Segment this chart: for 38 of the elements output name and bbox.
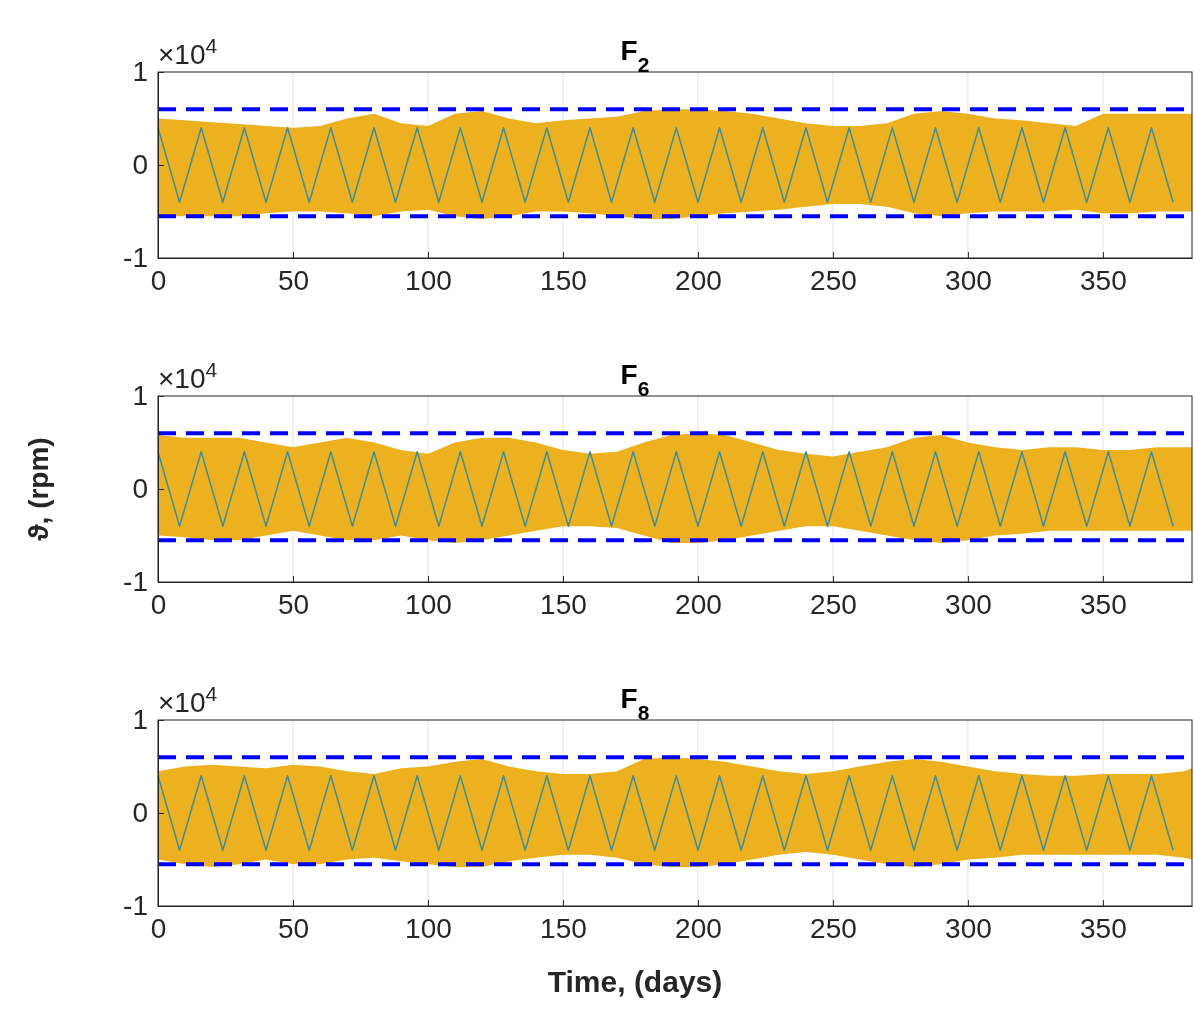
x-tick-label: 200	[675, 264, 722, 296]
chart-title: F$_{6}$	[620, 359, 650, 400]
x-tick-label: 350	[1080, 588, 1127, 620]
y-tick-label: 1	[132, 380, 148, 412]
x-tick-label: 150	[540, 264, 587, 296]
y-tick-label: 1	[132, 56, 148, 88]
x-tick-label: 250	[810, 912, 857, 944]
x-tick-label: 100	[405, 588, 452, 620]
x-tick-label: 250	[810, 264, 857, 296]
x-tick-label: 200	[675, 588, 722, 620]
y-tick-label: -1	[123, 242, 148, 274]
x-tick-label: 100	[405, 912, 452, 944]
chart-title: F$_{2}$	[620, 35, 650, 76]
x-tick-label: 150	[540, 912, 587, 944]
y-tick-label: 0	[132, 473, 148, 505]
x-tick-label: 250	[810, 588, 857, 620]
x-tick-label: 300	[945, 264, 992, 296]
chart-title: F$_{8}$	[620, 683, 650, 724]
y-tick-label: 0	[132, 797, 148, 829]
x-tick-label: 200	[675, 912, 722, 944]
y-tick-label: -1	[123, 566, 148, 598]
x-tick-label: 300	[945, 588, 992, 620]
x-tick-label: 100	[405, 264, 452, 296]
x-tick-label: 50	[277, 264, 310, 296]
x-tick-label: 350	[1080, 912, 1127, 944]
x-tick-label: 300	[945, 912, 992, 944]
x-tick-label: 150	[540, 588, 587, 620]
y-tick-label: -1	[123, 890, 148, 922]
y-tick-label: 0	[132, 149, 148, 181]
x-tick-label: 50	[277, 912, 310, 944]
x-tick-label: 350	[1080, 264, 1127, 296]
text: ×10$^{4}$	[158, 33, 218, 70]
text: ×10$^{4}$	[158, 357, 218, 394]
x-tick-label: 50	[277, 588, 310, 620]
y-axis-title: ϑ, (rpm)	[23, 437, 54, 541]
x-axis-title: Time, (days)	[547, 965, 723, 998]
y-tick-label: 1	[132, 704, 148, 736]
text: ×10$^{4}$	[158, 681, 218, 718]
